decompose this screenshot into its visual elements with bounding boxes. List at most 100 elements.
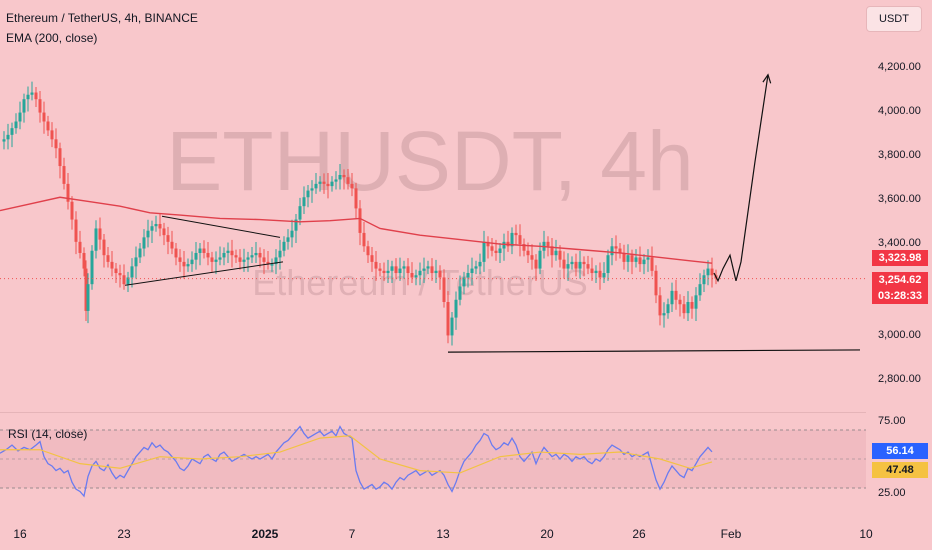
candle-body: [578, 261, 582, 269]
candle-body: [586, 264, 590, 269]
candle-body: [658, 295, 662, 316]
candle-body: [62, 166, 66, 184]
candle-body: [84, 268, 88, 311]
candle-body: [222, 252, 226, 258]
candle-body: [338, 174, 342, 180]
candle-body: [318, 181, 322, 184]
candle-body: [550, 246, 554, 256]
candle-body: [398, 268, 402, 274]
candle-body: [266, 261, 270, 265]
candle-body: [382, 270, 386, 274]
candle-body: [166, 235, 170, 242]
candle-body: [690, 302, 694, 309]
rsi-tick: 75.00: [878, 415, 906, 427]
rsi-label: RSI (14, close): [8, 427, 88, 441]
candle-body: [662, 313, 666, 316]
candle-body: [326, 183, 330, 187]
candle-body: [314, 183, 318, 189]
candle-body: [594, 270, 598, 274]
candle-body: [462, 277, 466, 287]
candle-body: [10, 128, 14, 135]
rsi-layer: [0, 425, 713, 498]
candle-body: [486, 241, 490, 247]
time-tick: 13: [436, 527, 450, 541]
candle-body: [206, 252, 210, 258]
candle-body: [666, 304, 670, 314]
price-tick: 3,400.00: [878, 237, 921, 249]
candle-body: [270, 264, 274, 266]
candle-body: [262, 257, 266, 262]
time-tick: 16: [13, 527, 27, 541]
candle-body: [278, 250, 282, 258]
candle-body: [250, 255, 254, 258]
candle-body: [70, 201, 74, 220]
candle-body: [138, 248, 142, 258]
candle-body: [94, 228, 98, 251]
candle-body: [566, 264, 570, 269]
candle-body: [434, 270, 438, 274]
candle-body: [678, 299, 682, 305]
candle-body: [334, 179, 338, 182]
candle-body: [546, 241, 550, 247]
candle-body: [682, 304, 686, 314]
candle-body: [198, 248, 202, 253]
candle-body: [618, 248, 622, 253]
candle-body: [6, 134, 10, 140]
candle-body: [18, 112, 22, 122]
candle-body: [346, 177, 350, 184]
time-tick: 10: [859, 527, 873, 541]
candle-body: [482, 241, 486, 262]
candle-body: [702, 275, 706, 285]
candle-body: [614, 246, 618, 249]
candle-body: [310, 188, 314, 191]
candle-body: [106, 255, 110, 262]
candle-body: [358, 208, 362, 233]
candle-body: [246, 257, 250, 260]
candle-body: [30, 92, 34, 95]
candle-body: [438, 270, 442, 278]
candle-body: [582, 261, 586, 265]
rsi-tick: 25.00: [878, 487, 906, 499]
candle-body: [530, 255, 534, 260]
candle-body: [82, 252, 86, 269]
price-tick: 2,800.00: [878, 373, 921, 385]
time-tick: 2025: [251, 527, 279, 541]
candle-body: [354, 188, 358, 209]
candle-body: [302, 197, 306, 207]
candle-body: [598, 270, 602, 278]
candle-body: [350, 183, 354, 189]
candle-body: [554, 250, 558, 256]
candle-body: [710, 268, 714, 276]
candle-body: [146, 230, 150, 238]
candle-body: [590, 268, 594, 274]
candle-body: [610, 246, 614, 256]
candle-body: [158, 224, 162, 229]
candle-body: [134, 257, 138, 267]
candle-body: [366, 246, 370, 256]
currency-button[interactable]: USDT: [866, 6, 922, 32]
candle-body: [298, 206, 302, 220]
candle-body: [22, 99, 26, 113]
candle-body: [570, 261, 574, 265]
candle-body: [130, 266, 134, 278]
candle-body: [126, 277, 130, 285]
price-tick: 3,600.00: [878, 193, 921, 205]
candle-body: [58, 148, 62, 167]
countdown-tag: 03:28:33: [872, 288, 928, 304]
candle-body: [646, 257, 650, 260]
candle-body: [90, 250, 94, 285]
candle-body: [42, 112, 46, 122]
candle-body: [46, 121, 50, 131]
candle-body: [186, 264, 190, 267]
candle-body: [674, 290, 678, 300]
candle-body: [78, 241, 82, 253]
candle-body: [14, 121, 18, 129]
candle-body: [474, 266, 478, 269]
rsi-line: [0, 425, 713, 498]
candle-body: [2, 139, 6, 142]
candle-body: [110, 261, 114, 269]
candle-body: [242, 259, 246, 262]
candle-body: [478, 261, 482, 267]
candle-body: [470, 268, 474, 274]
